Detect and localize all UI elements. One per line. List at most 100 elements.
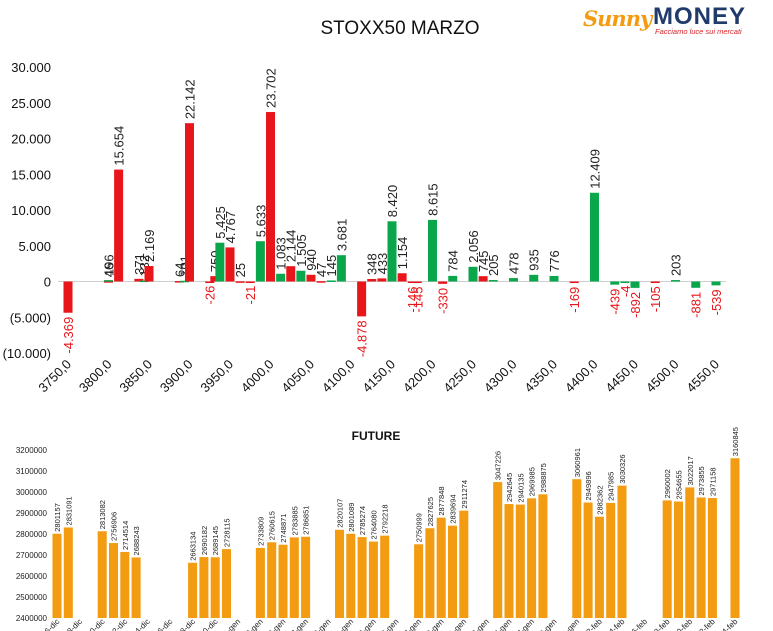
chart1-data-label: 2.169 bbox=[142, 229, 157, 262]
chart1-data-label: -145 bbox=[410, 287, 425, 313]
chart2-bar bbox=[730, 458, 740, 618]
chart2-data-label: 2947985 bbox=[607, 472, 616, 501]
chart2-data-label: 3022017 bbox=[686, 456, 695, 485]
chart2-title: FUTURE bbox=[352, 429, 401, 443]
chart2-xtick-label: 19-gen bbox=[422, 617, 446, 631]
chart2-data-label: 3030326 bbox=[618, 454, 627, 483]
chart1-xtick-label: 3750,0 bbox=[35, 357, 74, 396]
chart1-data-label: 2.144 bbox=[284, 230, 299, 263]
chart1-data-label: 371 bbox=[132, 253, 147, 275]
chart1-bar bbox=[255, 241, 265, 282]
chart1-data-label: 935 bbox=[527, 249, 542, 271]
chart1-xtick-label: 4200,0 bbox=[400, 357, 439, 396]
chart1-bar bbox=[235, 281, 245, 283]
chart1-bar bbox=[549, 275, 559, 282]
chart1-xtick-label: 4150,0 bbox=[359, 357, 398, 396]
chart2-xtick-label: 24-dic bbox=[130, 617, 152, 631]
chart1-bar bbox=[210, 276, 220, 282]
chart2-ytick-label: 2400000 bbox=[16, 614, 48, 623]
chart1-ytick-label: 30.000 bbox=[11, 60, 51, 75]
chart1-bar bbox=[367, 279, 377, 282]
chart2-data-label: 2792218 bbox=[381, 504, 390, 533]
chart1-bar bbox=[448, 275, 458, 282]
chart1-data-label: 940 bbox=[304, 249, 319, 271]
chart2-xtick-label: 04-feb bbox=[604, 617, 627, 631]
chart1-bar bbox=[114, 169, 124, 282]
chart2-bar bbox=[606, 502, 616, 618]
chart1-xtick-label: 4500,0 bbox=[643, 357, 682, 396]
chart2-ytick-label: 3200000 bbox=[16, 446, 48, 455]
chart2-data-label: 2813082 bbox=[98, 500, 107, 529]
chart1-data-label: -892 bbox=[628, 292, 643, 318]
chart1-bar bbox=[185, 123, 194, 282]
chart1-data-label: 12.409 bbox=[588, 149, 603, 189]
chart1-data-label: -881 bbox=[689, 292, 704, 318]
chart2-xtick-label: 22-dic bbox=[107, 617, 129, 631]
chart2-bar bbox=[52, 533, 62, 618]
brand-tagline: Facciamo luce sui mercati bbox=[655, 27, 742, 36]
chart1-xtick-label: 3850,0 bbox=[116, 357, 155, 396]
chart1-xtick-label: 4300,0 bbox=[481, 357, 520, 396]
chart2-bar bbox=[255, 547, 265, 618]
chart1-ytick-label: 5.000 bbox=[18, 239, 51, 254]
chart1-bar bbox=[387, 221, 397, 282]
chart2-bar bbox=[301, 536, 311, 618]
chart1-bar bbox=[306, 274, 316, 282]
chart2-data-label: 2689145 bbox=[211, 526, 220, 555]
chart1-data-label: 478 bbox=[507, 252, 522, 274]
chart1-data-label: -539 bbox=[709, 289, 724, 315]
chart1-bar bbox=[438, 281, 448, 284]
chart2-xtick-label: 18-dic bbox=[62, 617, 84, 631]
chart2-xtick-label: 03-gen bbox=[241, 617, 265, 631]
chart1-data-label: 8.420 bbox=[385, 185, 400, 218]
chart2-data-label: 2940135 bbox=[516, 473, 525, 502]
chart2-data-label: 2969985 bbox=[528, 467, 537, 496]
chart2-data-label: 2988875 bbox=[539, 463, 548, 492]
brand-logo: Sunny MONEY Facciamo luce sui mercati bbox=[583, 3, 753, 38]
chart2-bar bbox=[380, 535, 390, 618]
chart1-data-label: 1.505 bbox=[294, 234, 309, 267]
chart1-data-label: 64 bbox=[172, 263, 187, 277]
chart2-bar bbox=[504, 504, 514, 618]
chart2-data-label: 2733809 bbox=[256, 517, 265, 546]
chart2-data-label: 2801089 bbox=[347, 503, 356, 532]
chart1-bar bbox=[266, 112, 275, 282]
chart1-title: STOXX50 MARZO bbox=[320, 18, 479, 39]
chart1-data-label: 433 bbox=[375, 253, 390, 275]
chart1-bar bbox=[691, 281, 701, 288]
chart2-data-label: 3060961 bbox=[573, 448, 582, 477]
chart2-data-label: 2663134 bbox=[189, 532, 198, 561]
chart1-data-label: 1.154 bbox=[395, 237, 410, 270]
chart1-bar bbox=[104, 281, 113, 283]
chart1-data-label: -169 bbox=[567, 287, 582, 313]
chart1-xtick-label: 4000,0 bbox=[238, 357, 277, 396]
chart2-xtick-label: 27-gen bbox=[512, 617, 536, 631]
chart1-xtick-label: 4100,0 bbox=[319, 357, 358, 396]
chart1-bar bbox=[412, 281, 422, 283]
chart1-data-label: 4.767 bbox=[223, 211, 238, 244]
chart2-ytick-label: 3000000 bbox=[16, 488, 48, 497]
chart2-xtick-label: 09-gen bbox=[309, 617, 333, 631]
chart1-xtick-label: 4450,0 bbox=[602, 357, 641, 396]
chart1-data-label: 145 bbox=[324, 255, 339, 277]
chart2-xtick-label: 02-feb bbox=[581, 617, 604, 631]
chart2-bar bbox=[414, 544, 424, 618]
chart2-bar bbox=[346, 533, 356, 618]
chart1-bar bbox=[144, 265, 154, 282]
chart2-xtick-label: 08-feb bbox=[649, 617, 672, 631]
chart1-bar bbox=[326, 280, 336, 282]
chart2-bar bbox=[334, 529, 345, 618]
chart2-bar bbox=[199, 557, 209, 618]
chart2-bar bbox=[515, 504, 525, 618]
chart2-data-label: 2882362 bbox=[595, 486, 604, 515]
chart1-data-label: -4.878 bbox=[355, 320, 370, 357]
chart1-data-label: 25 bbox=[233, 263, 248, 277]
chart2-bar bbox=[707, 498, 717, 618]
chart2-data-label: 2714514 bbox=[121, 521, 130, 550]
chart1-bar bbox=[407, 281, 417, 283]
chart1-bar bbox=[529, 274, 539, 282]
chart1-bar bbox=[276, 273, 286, 282]
chart2-xtick-label: 07-gen bbox=[286, 617, 310, 631]
chart1-bar bbox=[139, 280, 149, 283]
chart2-bar bbox=[673, 501, 684, 618]
